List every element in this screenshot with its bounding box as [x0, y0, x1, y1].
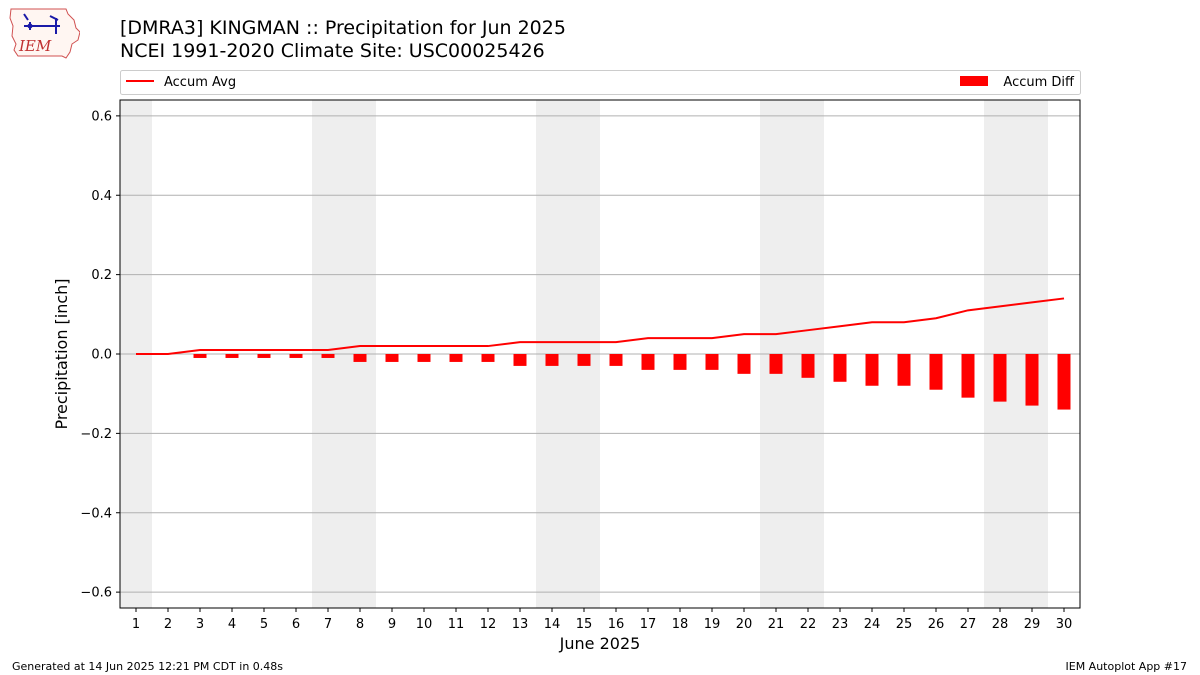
plot-area: −0.6−0.4−0.20.00.20.40.61 2 3 4 5 6 7 8 9 10 11 12 1… [80, 99, 1081, 632]
x-tick-label-1: 1 [132, 617, 140, 632]
accum-diff-bar-30 [1057, 354, 1071, 410]
x-tick-label-24: 24 [864, 617, 881, 632]
accum-diff-bar-3 [193, 354, 207, 358]
accum-diff-bar-10 [417, 354, 431, 362]
x-tick-label-28: 28 [992, 617, 1009, 632]
legend-accum-diff-label: Accum Diff [1003, 75, 1075, 90]
accum-avg-line [136, 297, 1065, 355]
accum-diff-bar-28 [993, 354, 1007, 402]
x-tick-label-22: 22 [800, 617, 817, 632]
x-tick-label-29: 29 [1024, 617, 1041, 632]
y-tick-label-0: −0.6 [80, 586, 112, 601]
x-tick-label-3: 3 [196, 617, 204, 632]
y-tick-label-4: 0.2 [91, 268, 112, 283]
x-tick-label-18: 18 [672, 617, 689, 632]
x-tick-label-2: 2 [164, 617, 172, 632]
y-axis-label: Precipitation [inch] [52, 278, 71, 429]
accum-diff-bar-21 [769, 354, 783, 374]
accum-diff-bar-29 [1025, 354, 1039, 406]
accum-diff-bar-23 [833, 354, 847, 382]
accum-diff-bar-14 [545, 354, 559, 366]
accum-diff-bar-7 [321, 354, 335, 358]
x-axis-label: June 2025 [559, 634, 641, 653]
x-tick-label-11: 11 [448, 617, 465, 632]
x-tick-label-23: 23 [832, 617, 849, 632]
chart-title-line2: NCEI 1991-2020 Climate Site: USC00025426 [120, 40, 545, 62]
x-tick-label-27: 27 [960, 617, 977, 632]
y-tick-label-2: −0.2 [80, 427, 112, 442]
x-tick-label-16: 16 [608, 617, 625, 632]
x-tick-label-20: 20 [736, 617, 753, 632]
x-tick-label-5: 5 [260, 617, 268, 632]
accum-diff-bar-20 [737, 354, 751, 374]
legend-accum-avg-label: Accum Avg [164, 75, 236, 90]
accum-diff-bar-22 [801, 354, 815, 378]
legend-frame [120, 70, 1081, 95]
accum-diff-bar-4 [225, 354, 239, 358]
accum-diff-bar-15 [577, 354, 591, 366]
x-tick-label-9: 9 [388, 617, 396, 632]
generated-timestamp: Generated at 14 Jun 2025 12:21 PM CDT in… [12, 660, 284, 673]
iem-logo: IEM [9, 8, 80, 59]
autoplot-app-id: IEM Autoplot App #17 [1065, 660, 1188, 673]
accum-diff-bar-8 [353, 354, 367, 362]
accum-diff-bar-6 [289, 354, 303, 358]
accum-diff-bar-27 [961, 354, 975, 398]
accum-diff-bar-12 [481, 354, 495, 362]
accum-diff-bar-24 [865, 354, 879, 386]
accum-diff-bar-11 [449, 354, 463, 362]
y-tick-label-5: 0.4 [91, 189, 112, 204]
station-dot-icon [27, 23, 33, 29]
y-tick-label-6: 0.6 [91, 109, 112, 124]
accum-diff-bar-17 [641, 354, 655, 370]
x-tick-label-14: 14 [544, 617, 561, 632]
accum-diff-bar-26 [929, 354, 943, 390]
accum-diff-bar-16 [609, 354, 623, 366]
accum-diff-bar-5 [257, 354, 271, 358]
accum-diff-bar-9 [385, 354, 399, 362]
x-tick-label-15: 15 [576, 617, 593, 632]
accum-diff-bar-25 [897, 354, 911, 386]
x-tick-label-10: 10 [416, 617, 433, 632]
x-tick-label-8: 8 [356, 617, 364, 632]
x-tick-label-25: 25 [896, 617, 913, 632]
chart-title-line1: [DMRA3] KINGMAN :: Precipitation for Jun… [120, 17, 566, 39]
iowa-outline [9, 8, 80, 59]
x-tick-label-12: 12 [480, 617, 497, 632]
x-tick-label-19: 19 [704, 617, 721, 632]
x-tick-label-7: 7 [324, 617, 332, 632]
x-tick-label-13: 13 [512, 617, 529, 632]
x-tick-label-26: 26 [928, 617, 945, 632]
accum-diff-bar-19 [705, 354, 719, 370]
logo-text: IEM [18, 37, 52, 55]
legend-accum-diff-swatch [960, 76, 988, 86]
accum-diff-bar-13 [513, 354, 527, 366]
plot-frame [119, 99, 1081, 609]
y-tick-label-1: −0.4 [80, 506, 112, 521]
y-tick-label-3: 0.0 [91, 348, 112, 363]
accum-diff-bar-18 [673, 354, 687, 370]
x-tick-label-4: 4 [228, 617, 236, 632]
x-tick-label-30: 30 [1056, 617, 1073, 632]
x-tick-label-17: 17 [640, 617, 657, 632]
x-tick-label-21: 21 [768, 617, 785, 632]
x-tick-label-6: 6 [292, 617, 300, 632]
legend: Accum Avg Accum Diff [120, 70, 1081, 95]
